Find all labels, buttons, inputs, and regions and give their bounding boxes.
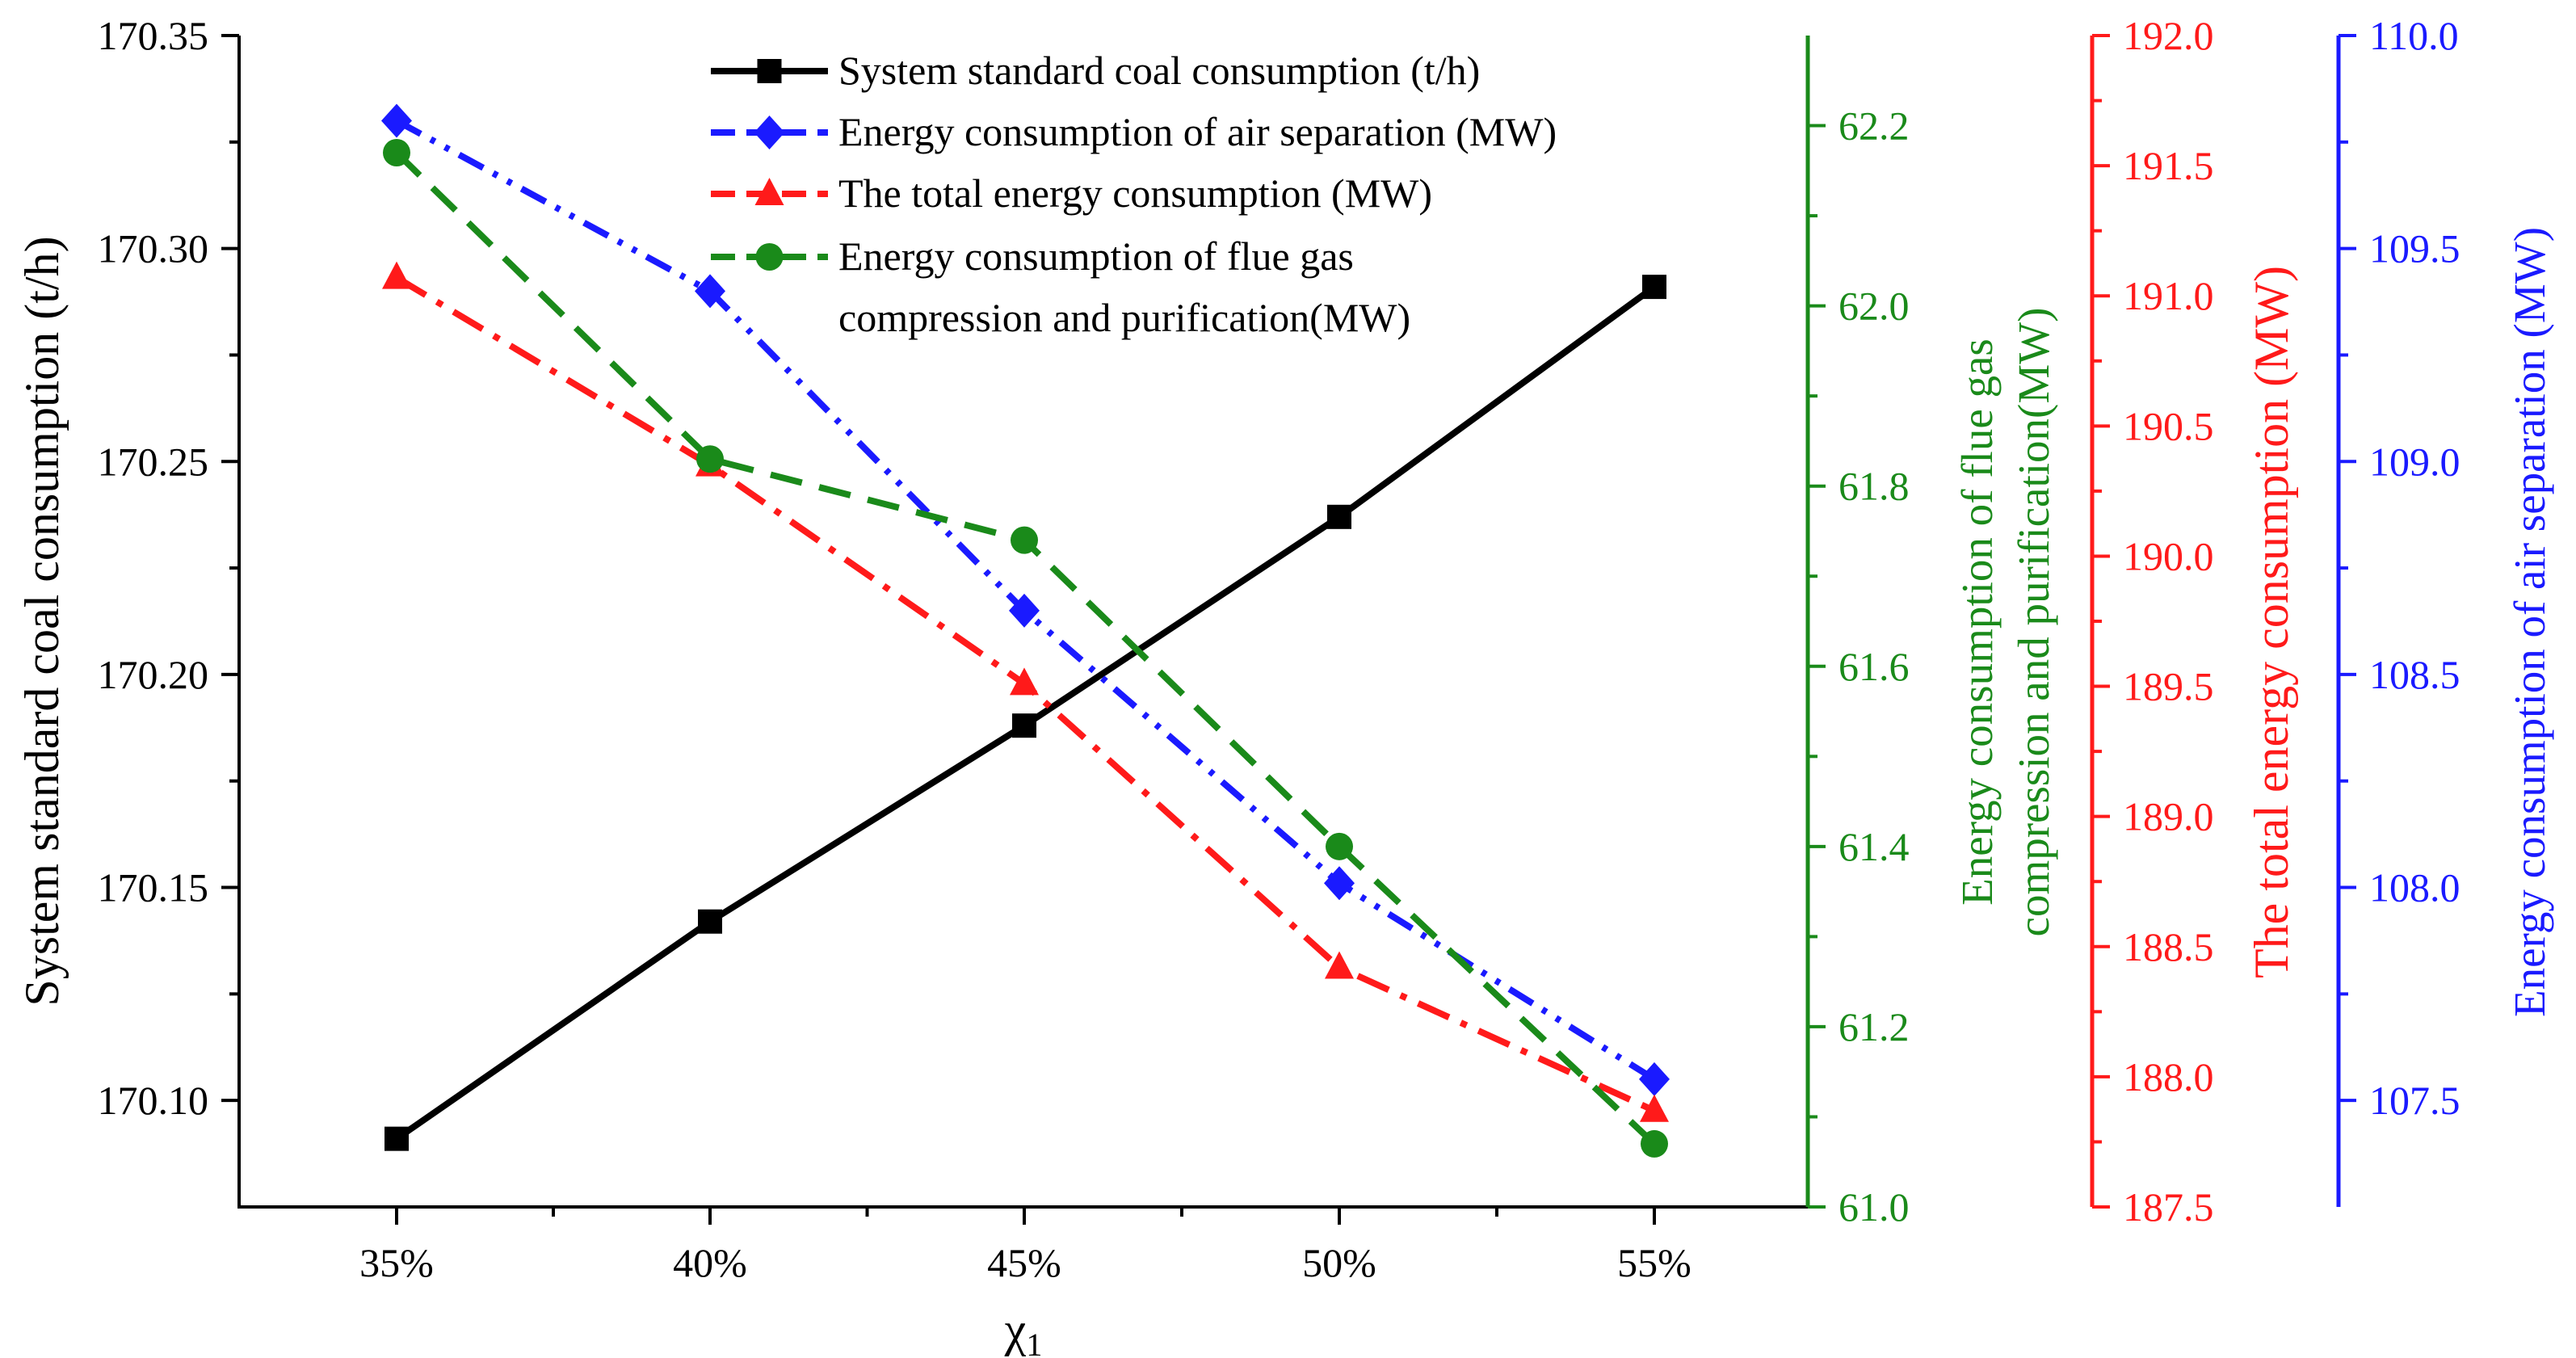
series-line-coal	[394, 284, 1657, 1141]
y-tick-label-flue: 61.0	[1838, 1184, 1910, 1230]
legend-label-3: Energy consumption of flue gas	[838, 233, 1354, 279]
y-tick-label-total: 190.5	[2123, 403, 2214, 448]
y-tick-label-air: 109.0	[2369, 439, 2460, 484]
axis-coal: 170.10 170.15 170.20 170.25 170.30 170.35 Syst…	[15, 13, 239, 1123]
data-point-coal-1	[698, 909, 722, 934]
data-point-coal-0	[385, 1126, 409, 1151]
data-point-air-0	[381, 103, 412, 138]
y-tick-label-total: 189.0	[2123, 794, 2214, 839]
y-tick-label-air: 108.5	[2369, 652, 2460, 697]
y-tick-label-air: 108.0	[2369, 865, 2460, 910]
legend-marker-total	[754, 178, 784, 205]
data-point-total-2	[1010, 667, 1039, 696]
axis-total: 187.5 188.0 188.5 189.0 189.5 190.0 190.5 191.0…	[2090, 13, 2298, 1230]
series-coal	[385, 275, 1666, 1151]
x-axis-title: χ1	[1004, 1303, 1043, 1358]
axis-flue: 61.0 61.2 61.4 61.6 61.8 62.0 62.2 Energy consu…	[1805, 36, 2058, 1230]
x-tick-label: 35%	[359, 1240, 434, 1285]
y-axis-title-total: The total energy consumption (MW)	[2245, 266, 2298, 978]
series-total	[382, 261, 1669, 1122]
series-layer	[381, 103, 1670, 1158]
y-tick-label-coal: 170.20	[98, 652, 209, 697]
y-tick-label-air: 109.5	[2369, 226, 2460, 271]
data-point-coal-3	[1327, 504, 1351, 529]
y-tick-label-coal: 170.15	[98, 865, 209, 910]
y-tick-label-total: 191.5	[2123, 143, 2214, 188]
data-point-air-3	[1324, 866, 1355, 901]
y-tick-label-total: 188.5	[2123, 924, 2214, 969]
y-tick-label-coal: 170.35	[98, 13, 209, 58]
y-tick-label-total: 192.0	[2123, 13, 2214, 58]
y-tick-label-total: 190.0	[2123, 533, 2214, 578]
legend: System standard coal consumption (t/h) En…	[711, 48, 1557, 340]
legend-label-4: compression and purification(MW)	[838, 295, 1410, 340]
y-tick-label-flue: 61.2	[1838, 1004, 1910, 1049]
data-point-flue-2	[1011, 526, 1038, 554]
series-air	[381, 103, 1670, 1096]
x-tick-label: 55%	[1617, 1240, 1691, 1285]
x-tick-label: 50%	[1302, 1240, 1376, 1285]
y-tick-label-total: 187.5	[2123, 1184, 2214, 1230]
data-point-coal-4	[1642, 275, 1666, 300]
legend-marker-air	[754, 116, 785, 149]
axes-layer: 35% 40% 45% 50% 55% χ1 170.10 170.15 170.20 170.2…	[15, 13, 2554, 1358]
data-point-air-4	[1639, 1062, 1670, 1096]
data-point-coal-2	[1012, 713, 1036, 738]
y-axis-title-flue-line2: compression and purification(MW)	[2009, 308, 2058, 937]
data-point-total-4	[1640, 1094, 1669, 1122]
legend-label-1: Energy consumption of air separation (MW…	[838, 109, 1557, 154]
y-tick-label-coal: 170.30	[98, 226, 209, 271]
data-point-total-0	[382, 261, 411, 289]
y-axis-title-flue-line1: Energy consumption of flue gas	[1952, 338, 2002, 906]
y-tick-label-coal: 170.10	[98, 1078, 209, 1123]
y-axis-title-air: Energy consumption of air separation (MW…	[2505, 227, 2554, 1017]
series-flue	[383, 139, 1668, 1158]
y-tick-label-flue: 62.0	[1838, 284, 1910, 329]
legend-marker-flue	[755, 243, 784, 271]
data-point-flue-0	[383, 139, 410, 166]
data-point-air-2	[1009, 593, 1040, 628]
y-tick-label-total: 188.0	[2123, 1054, 2214, 1099]
data-point-flue-1	[696, 445, 724, 473]
y-tick-label-flue: 62.2	[1838, 103, 1910, 149]
axis-air: 107.5 108.0 108.5 109.0 109.5 110.0 Energy con…	[2336, 13, 2554, 1207]
y-tick-label-flue: 61.6	[1838, 644, 1910, 689]
data-point-air-1	[695, 274, 725, 309]
x-tick-label: 45%	[987, 1240, 1061, 1285]
x-tick-label: 40%	[673, 1240, 747, 1285]
y-tick-label-flue: 61.8	[1838, 464, 1910, 509]
y-tick-label-total: 191.0	[2123, 273, 2214, 318]
data-point-total-3	[1325, 951, 1354, 979]
data-point-flue-4	[1641, 1129, 1668, 1158]
legend-marker-coal	[757, 59, 782, 83]
y-tick-label-air: 110.0	[2369, 13, 2459, 58]
y-tick-label-total: 189.5	[2123, 664, 2214, 709]
y-tick-label-flue: 61.4	[1838, 824, 1910, 869]
data-point-flue-3	[1326, 832, 1353, 860]
legend-label-0: System standard coal consumption (t/h)	[838, 48, 1480, 93]
y-axis-title-coal: System standard coal consumption (t/h)	[15, 236, 69, 1006]
y-tick-label-air: 107.5	[2369, 1078, 2460, 1123]
y-tick-label-coal: 170.25	[98, 439, 209, 484]
legend-label-2: The total energy consumption (MW)	[838, 170, 1432, 216]
